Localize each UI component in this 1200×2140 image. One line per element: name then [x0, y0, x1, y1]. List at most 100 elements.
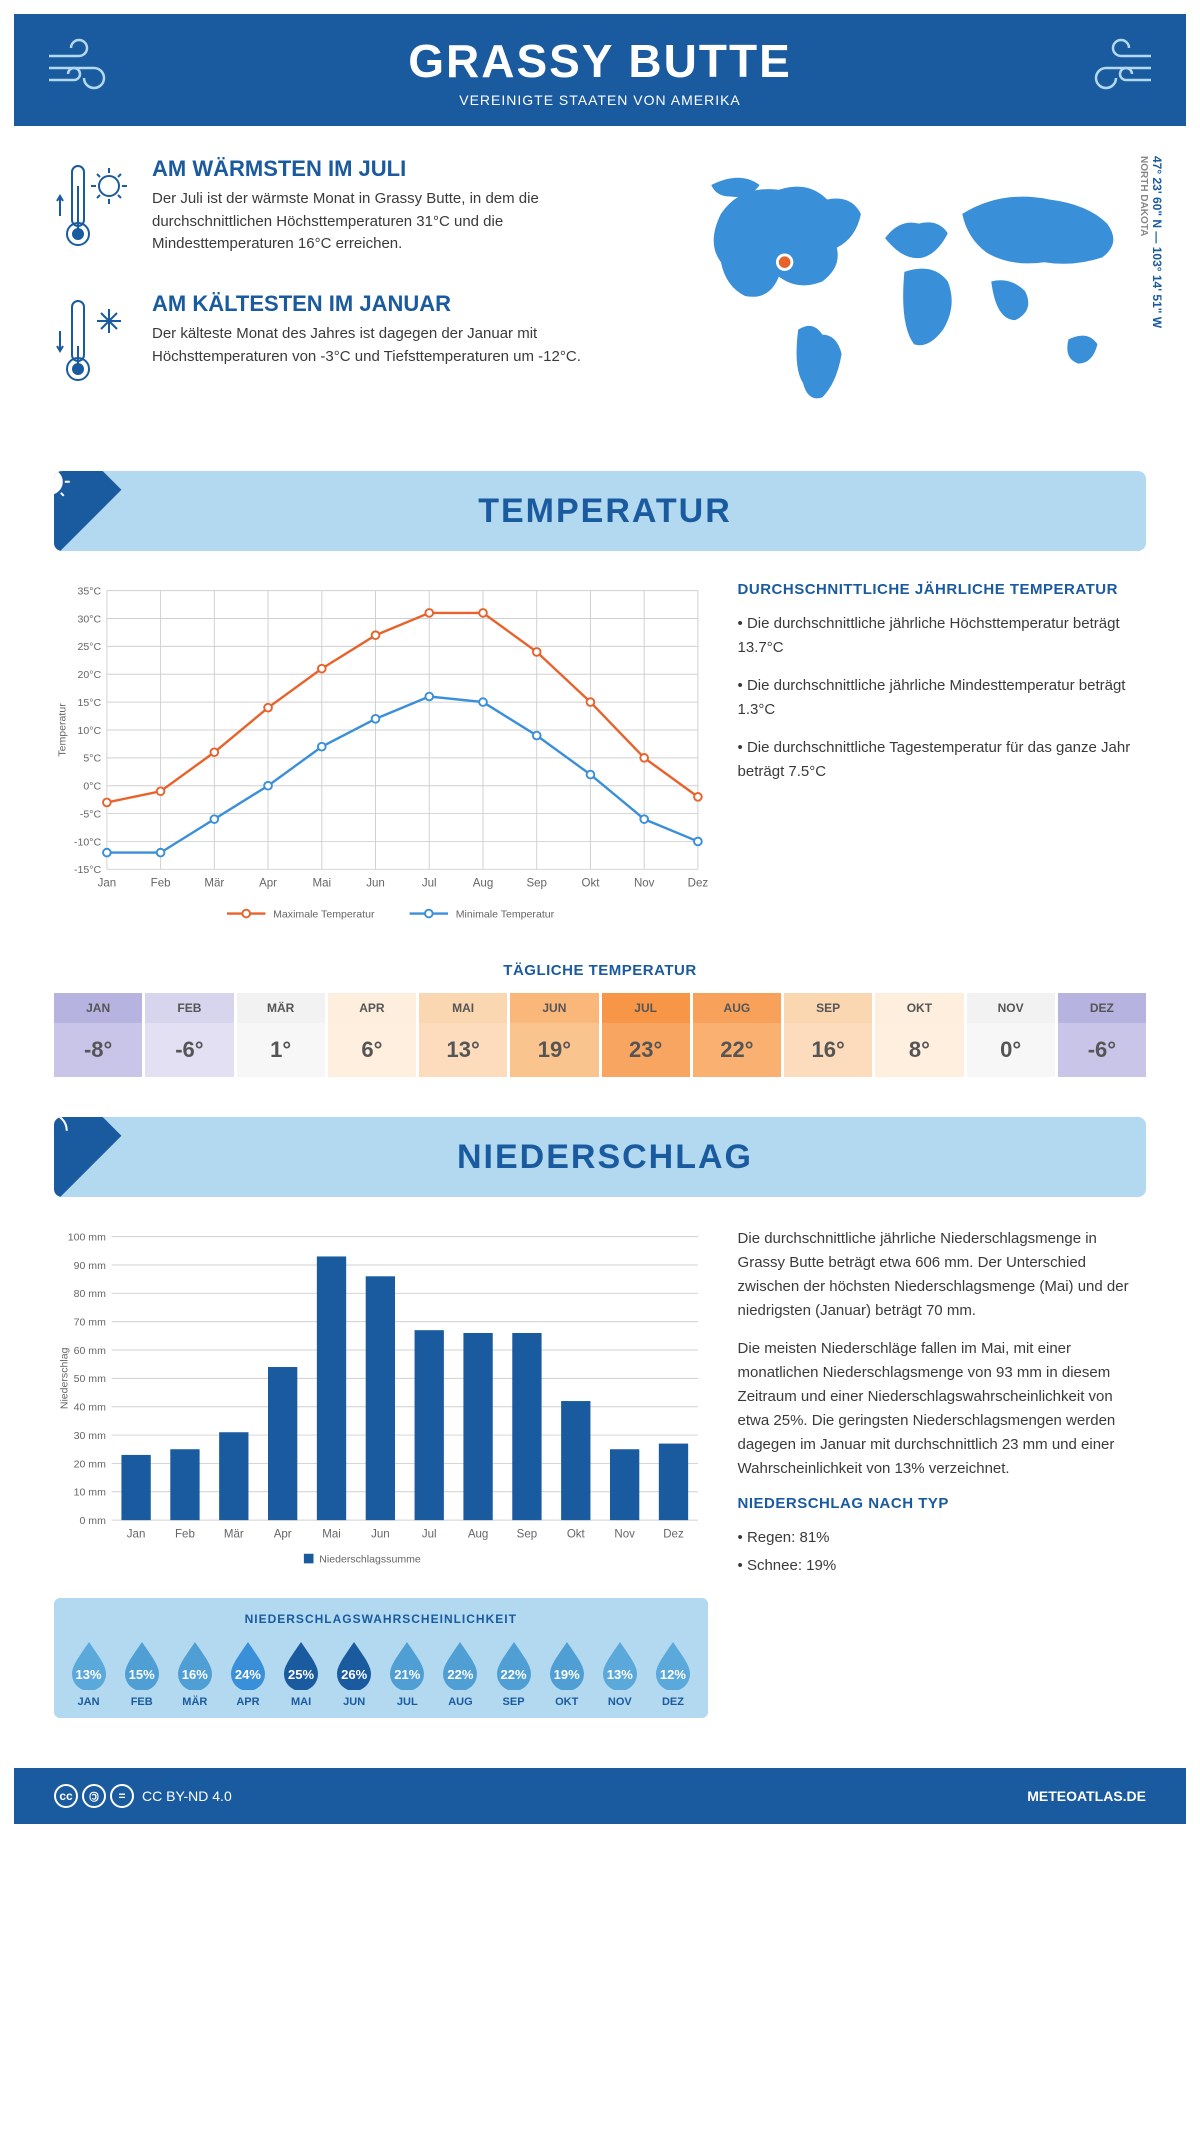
svg-text:Mär: Mär	[204, 878, 224, 890]
svg-text:Sep: Sep	[517, 1529, 538, 1541]
svg-text:0 mm: 0 mm	[79, 1515, 106, 1527]
svg-text:Aug: Aug	[468, 1529, 489, 1541]
thermometer-snow-icon	[54, 291, 134, 396]
svg-text:Okt: Okt	[581, 878, 600, 890]
svg-text:Niederschlagssumme: Niederschlagssumme	[319, 1554, 421, 1566]
site-credit: METEOATLAS.DE	[1027, 1788, 1146, 1804]
svg-text:Feb: Feb	[151, 878, 171, 890]
prob-cell: 12%DEZ	[648, 1638, 697, 1708]
prob-cell: 24%APR	[223, 1638, 272, 1708]
svg-text:-15°C: -15°C	[74, 864, 101, 876]
prob-cell: 19%OKT	[542, 1638, 591, 1708]
precip-type-title: NIEDERSCHLAG NACH TYP	[738, 1495, 1146, 1512]
svg-text:Jan: Jan	[98, 878, 117, 890]
prob-cell: 25%MAI	[277, 1638, 326, 1708]
svg-text:Apr: Apr	[274, 1529, 292, 1541]
svg-text:80 mm: 80 mm	[74, 1288, 106, 1300]
daily-cell: MAI13°	[419, 993, 507, 1077]
svg-text:Temperatur: Temperatur	[57, 703, 69, 757]
svg-text:Mär: Mär	[224, 1529, 244, 1541]
prob-cell: 15%FEB	[117, 1638, 166, 1708]
daily-temperature-grid: JAN-8°FEB-6°MÄR1°APR6°MAI13°JUN19°JUL23°…	[54, 993, 1146, 1077]
svg-text:Aug: Aug	[473, 878, 494, 890]
svg-text:Apr: Apr	[259, 878, 277, 890]
svg-text:5°C: 5°C	[83, 753, 101, 765]
prob-cell: 22%SEP	[489, 1638, 538, 1708]
temperature-chart: -15°C-10°C-5°C0°C5°C10°C15°C20°C25°C30°C…	[54, 581, 708, 932]
wind-icon	[1076, 36, 1156, 101]
daily-cell: DEZ-6°	[1058, 993, 1146, 1077]
svg-text:Jul: Jul	[422, 878, 437, 890]
warmest-title: AM WÄRMSTEN IM JULI	[152, 156, 633, 182]
precip-type-rain: • Regen: 81%	[738, 1526, 1146, 1550]
daily-cell: NOV0°	[967, 993, 1055, 1077]
license-text: CC BY-ND 4.0	[142, 1788, 232, 1804]
svg-text:Okt: Okt	[567, 1529, 586, 1541]
daily-cell: APR6°	[328, 993, 416, 1077]
svg-text:Jan: Jan	[127, 1529, 146, 1541]
svg-text:Jul: Jul	[422, 1529, 437, 1541]
prob-cell: 26%JUN	[330, 1638, 379, 1708]
svg-text:60 mm: 60 mm	[74, 1345, 106, 1357]
svg-text:Nov: Nov	[614, 1529, 635, 1541]
svg-text:30°C: 30°C	[77, 614, 101, 626]
svg-text:Feb: Feb	[175, 1529, 195, 1541]
svg-text:50 mm: 50 mm	[74, 1374, 106, 1386]
svg-text:10°C: 10°C	[77, 725, 101, 737]
daily-cell: OKT8°	[875, 993, 963, 1077]
precipitation-section-header: NIEDERSCHLAG	[54, 1117, 1146, 1197]
svg-text:Minimale Temperatur: Minimale Temperatur	[456, 909, 555, 921]
svg-text:Mai: Mai	[322, 1529, 341, 1541]
svg-text:20 mm: 20 mm	[74, 1459, 106, 1471]
svg-text:40 mm: 40 mm	[74, 1402, 106, 1414]
warmest-block: AM WÄRMSTEN IM JULI Der Juli ist der wär…	[54, 156, 633, 261]
precipitation-probability-box: NIEDERSCHLAGSWAHRSCHEINLICHKEIT 13%JAN15…	[54, 1598, 708, 1718]
temperature-heading: TEMPERATUR	[64, 492, 1146, 531]
coldest-title: AM KÄLTESTEN IM JANUAR	[152, 291, 633, 317]
svg-text:70 mm: 70 mm	[74, 1317, 106, 1329]
prob-cell: 22%AUG	[436, 1638, 485, 1708]
svg-text:Dez: Dez	[663, 1529, 684, 1541]
prob-cell: 16%MÄR	[170, 1638, 219, 1708]
coordinates: 47° 23' 60" N — 103° 14' 51" W NORTH DAK…	[1136, 156, 1164, 328]
daily-cell: SEP16°	[784, 993, 872, 1077]
svg-text:20°C: 20°C	[77, 669, 101, 681]
header: GRASSY BUTTE VEREINIGTE STAATEN VON AMER…	[14, 14, 1186, 126]
svg-text:-5°C: -5°C	[80, 809, 102, 821]
daily-cell: JAN-8°	[54, 993, 142, 1077]
svg-text:25°C: 25°C	[77, 642, 101, 654]
prob-cell: 21%JUL	[383, 1638, 432, 1708]
svg-text:Dez: Dez	[688, 878, 708, 890]
svg-text:100 mm: 100 mm	[68, 1232, 106, 1244]
svg-text:Mai: Mai	[313, 878, 332, 890]
warmest-text: Der Juli ist der wärmste Monat in Grassy…	[152, 188, 633, 256]
daily-title: TÄGLICHE TEMPERATUR	[54, 962, 1146, 979]
svg-text:Niederschlag: Niederschlag	[58, 1348, 70, 1410]
svg-text:30 mm: 30 mm	[74, 1430, 106, 1442]
daily-cell: JUL23°	[602, 993, 690, 1077]
wind-icon	[44, 36, 124, 101]
prob-cell: 13%JAN	[64, 1638, 113, 1708]
svg-text:10 mm: 10 mm	[74, 1487, 106, 1499]
precipitation-heading: NIEDERSCHLAG	[64, 1138, 1146, 1177]
daily-cell: AUG22°	[693, 993, 781, 1077]
footer: cc 🄯 = CC BY-ND 4.0 METEOATLAS.DE	[14, 1768, 1186, 1824]
daily-cell: FEB-6°	[145, 993, 233, 1077]
svg-text:15°C: 15°C	[77, 697, 101, 709]
page-subtitle: VEREINIGTE STAATEN VON AMERIKA	[14, 92, 1186, 108]
svg-text:Jun: Jun	[371, 1529, 390, 1541]
thermometer-sun-icon	[54, 156, 134, 261]
daily-cell: JUN19°	[510, 993, 598, 1077]
precip-paragraph: Die durchschnittliche jährliche Niedersc…	[738, 1227, 1146, 1323]
precipitation-chart: 0 mm 10 mm 20 mm 30 mm 40 mm 50 mm 60 mm 70 mm 8…	[54, 1227, 708, 1578]
daily-cell: MÄR1°	[237, 993, 325, 1077]
svg-text:Jun: Jun	[366, 878, 385, 890]
precip-type-snow: • Schnee: 19%	[738, 1554, 1146, 1578]
precip-paragraph: Die meisten Niederschläge fallen im Mai,…	[738, 1337, 1146, 1481]
temp-bullet: • Die durchschnittliche Tagestemperatur …	[738, 736, 1146, 784]
temp-bullet: • Die durchschnittliche jährliche Mindes…	[738, 674, 1146, 722]
cc-icons: cc 🄯 =	[54, 1784, 134, 1808]
prob-cell: 13%NOV	[595, 1638, 644, 1708]
world-map: 47° 23' 60" N — 103° 14' 51" W NORTH DAK…	[663, 156, 1146, 431]
svg-text:90 mm: 90 mm	[74, 1260, 106, 1272]
